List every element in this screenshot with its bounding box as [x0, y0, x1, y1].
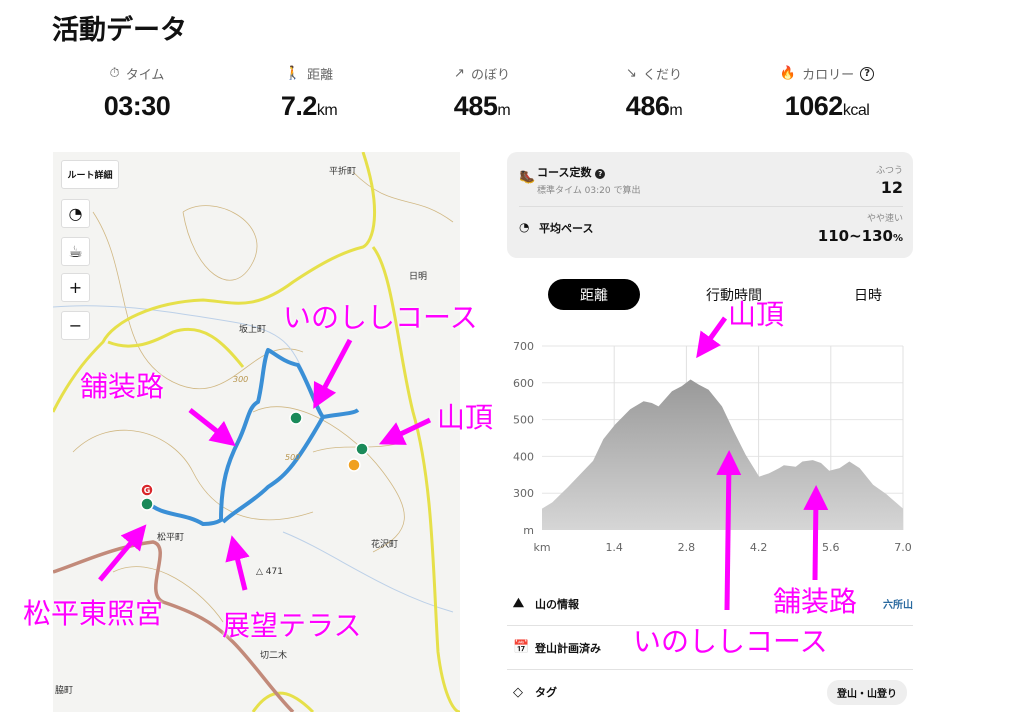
- tab-datetime[interactable]: 日時: [822, 279, 914, 310]
- x-tick-label: 1.4: [605, 541, 623, 554]
- x-tick-label: 5.6: [822, 541, 840, 554]
- stopwatch-icon: ⏱: [110, 66, 120, 81]
- info-label: 山の情報: [535, 596, 579, 612]
- hiker-icon: 🥾: [519, 170, 535, 185]
- elevation-area: [542, 379, 903, 530]
- annotation-label: 展望テラス: [222, 604, 361, 644]
- course-constant-value: 12: [881, 178, 903, 197]
- stat-value: 7.2: [281, 91, 317, 121]
- x-tick-label: 4.2: [750, 541, 768, 554]
- stat-label: 距離: [307, 64, 333, 83]
- y-tick-label: 500: [513, 414, 534, 427]
- place-label: △ 471: [256, 567, 283, 577]
- tab-distance[interactable]: 距離: [548, 279, 640, 310]
- mountain-icon: ⛰: [513, 596, 535, 611]
- tag-icon: ◇: [513, 685, 535, 700]
- place-label: 切二木: [260, 648, 287, 661]
- arrow-up-right-icon: ↗: [454, 66, 465, 81]
- place-label: 花沢町: [371, 537, 398, 550]
- page-title: 活動データ: [52, 8, 187, 47]
- y-axis-label: m: [523, 524, 534, 537]
- stat-label: くだり: [643, 64, 682, 83]
- x-tick-label: 2.8: [678, 541, 696, 554]
- cup-icon[interactable]: ☕: [61, 237, 90, 266]
- stat-unit: m: [497, 102, 510, 119]
- course-constant-title: コース定数: [537, 166, 591, 179]
- tag-row: ◇タグ 登山・山登り: [507, 670, 913, 714]
- place-label: 脇町: [55, 683, 73, 696]
- y-tick-label: 700: [513, 340, 534, 353]
- stat-value: 1062: [785, 91, 843, 121]
- course-subtitle: 標準タイム 03:20 で算出: [537, 183, 640, 196]
- course-info-card: 🥾 コース定数 ? 標準タイム 03:20 で算出 ふつう 12 ◔ 平均ペース…: [507, 152, 913, 258]
- annotation-label: いのししコース: [283, 296, 478, 336]
- chart-tabs: 距離 行動時間 日時: [548, 279, 898, 311]
- stat-descent: ↘ くだり 486m: [569, 64, 739, 122]
- place-label: 松平町: [157, 530, 184, 543]
- speedometer-icon: ◔: [519, 220, 529, 234]
- help-icon[interactable]: ?: [860, 67, 874, 81]
- route-detail-button[interactable]: ルート詳細: [61, 160, 119, 189]
- flame-icon: 🔥: [780, 66, 796, 81]
- pace-value: 110~130: [818, 227, 893, 245]
- stat-distance: 🚶 距離 7.2km: [224, 64, 394, 122]
- route-line: [147, 350, 358, 524]
- annotation-label: 舗装路: [773, 580, 857, 620]
- stat-unit: m: [669, 102, 682, 119]
- contour-label: 500: [285, 453, 300, 462]
- waypoint-marker: [290, 412, 302, 424]
- annotation-label: 山頂: [437, 396, 493, 436]
- contour-label: 300: [233, 375, 248, 384]
- zoom-in-button[interactable]: +: [61, 273, 90, 302]
- place-label: 平折町: [329, 164, 356, 177]
- info-label: タグ: [535, 684, 557, 700]
- x-tick-label: 7.0: [894, 541, 912, 554]
- stat-label: タイム: [126, 64, 165, 83]
- pace-level: やや速い: [867, 211, 903, 224]
- y-tick-label: 600: [513, 377, 534, 390]
- course-level: ふつう: [876, 163, 903, 176]
- stat-time: ⏱ タイム 03:30: [52, 64, 222, 122]
- tag-pill[interactable]: 登山・山登り: [827, 680, 907, 705]
- summit-marker: [356, 443, 368, 455]
- help-icon[interactable]: ?: [595, 169, 605, 179]
- annotation-label: 松平東照宮: [23, 592, 163, 632]
- x-axis-label: km: [533, 541, 550, 554]
- stat-value: 486: [626, 91, 670, 121]
- arrow-down-right-icon: ↘: [626, 66, 637, 81]
- stat-unit: km: [317, 102, 337, 119]
- annotation-label: 舗装路: [80, 365, 164, 405]
- place-label: 日明: [409, 269, 427, 282]
- start-marker: [141, 498, 153, 510]
- stat-value: 03:30: [104, 91, 171, 121]
- stat-calories: 🔥 カロリー? 1062kcal: [742, 64, 912, 122]
- y-tick-label: 300: [513, 487, 534, 500]
- stat-ascent: ↗ のぼり 485m: [397, 64, 567, 122]
- stat-unit: kcal: [843, 102, 869, 119]
- speedometer-icon[interactable]: ◔: [61, 199, 90, 228]
- stat-label: カロリー: [802, 64, 854, 83]
- annotation-label: いのししコース: [633, 620, 828, 660]
- pace-unit: %: [893, 233, 903, 244]
- elevation-chart: 700 600 500 400 300 1.4 2.8 4.2 5.6 7.0 m km: [505, 335, 920, 560]
- mountain-link[interactable]: 六所山: [883, 596, 913, 611]
- goal-marker-label: G: [144, 486, 151, 495]
- stat-label: のぼり: [471, 64, 510, 83]
- pace-title: 平均ペース: [539, 220, 593, 236]
- shelter-marker: [348, 459, 360, 471]
- place-label: 坂上町: [239, 322, 266, 335]
- stats-bar: ⏱タイム 03:30 🚶距離 7.2km ↗のぼり 485m ↘くだり 486m…: [52, 64, 912, 134]
- info-label: 登山計画済み: [535, 640, 601, 656]
- stat-value: 485: [454, 91, 498, 121]
- y-tick-label: 400: [513, 450, 534, 463]
- annotation-label: 山頂: [728, 293, 784, 333]
- walker-icon: 🚶: [285, 66, 301, 81]
- calendar-icon: 📅: [513, 640, 535, 655]
- zoom-out-button[interactable]: −: [61, 311, 90, 340]
